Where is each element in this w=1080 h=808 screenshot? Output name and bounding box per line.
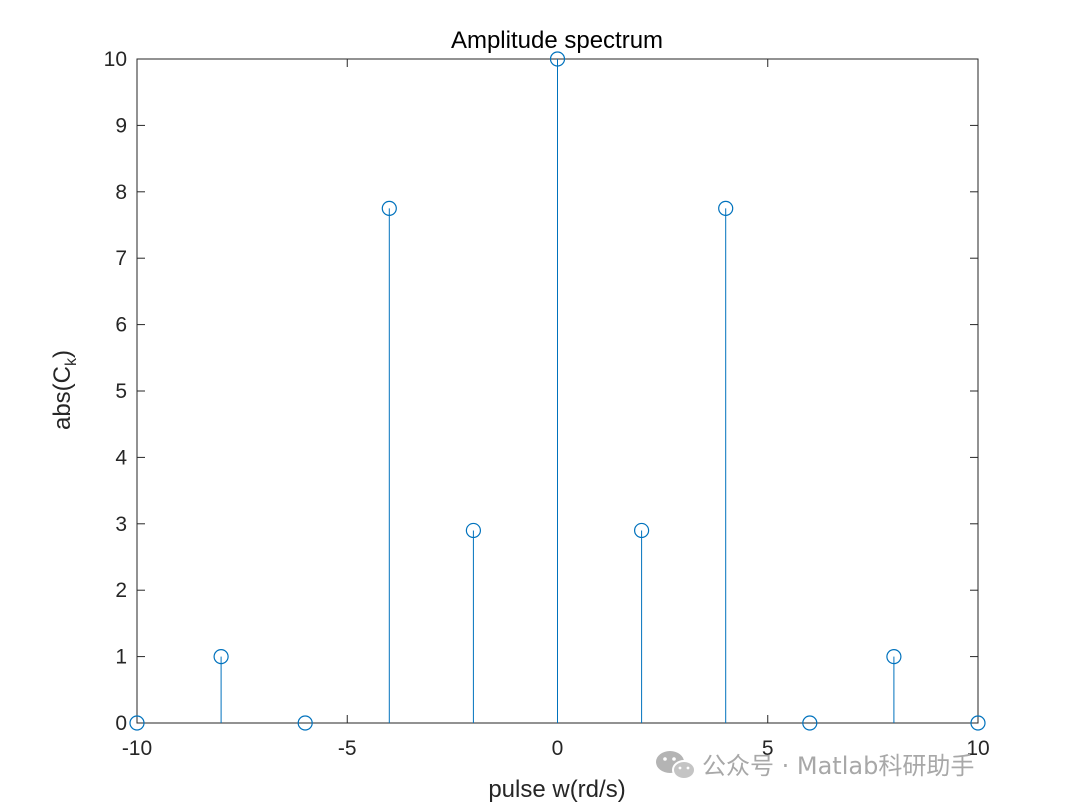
stem-marker <box>718 200 734 216</box>
y-tick-label: 4 <box>115 446 127 469</box>
x-tick-label: 5 <box>762 737 774 760</box>
stem-marker <box>886 648 902 665</box>
y-tick-label: 0 <box>115 712 127 735</box>
x-tick-label: 10 <box>966 737 989 760</box>
stem-marker <box>970 715 986 731</box>
y-tick-label: 6 <box>115 314 127 337</box>
watermark-text: 公众号 · Matlab科研助手 <box>702 752 974 780</box>
x-tick-label: 0 <box>552 737 564 760</box>
stem-marker <box>297 715 313 731</box>
y-axis-label: abs(Ck) <box>49 350 80 430</box>
y-tick-label: 2 <box>115 579 127 602</box>
stem-marker <box>549 51 566 67</box>
plot-area: -10 -5 0 5 10 0 1 2 3 4 5 6 7 8 9 10 <box>104 48 990 760</box>
y-axis-label-close: ) <box>49 350 76 358</box>
y-tick-label: 8 <box>115 181 127 204</box>
x-axis-label: pulse w(rd/s) <box>488 776 625 803</box>
x-tick-label: -10 <box>122 737 152 760</box>
y-tick-label: 3 <box>115 513 127 536</box>
watermark: 公众号 · Matlab科研助手 <box>656 751 974 780</box>
stem-marker <box>129 715 145 731</box>
stem-marker <box>465 522 481 539</box>
y-axis-label-subscript: k <box>63 357 80 366</box>
stem-marker <box>633 522 650 539</box>
stem-marker <box>381 200 397 216</box>
x-tick-label: -5 <box>338 737 357 760</box>
stem-marker <box>802 715 818 731</box>
wechat-icon <box>656 751 696 780</box>
y-axis-label-main: abs(C <box>49 366 76 430</box>
y-tick-label: 9 <box>115 114 127 137</box>
y-tick-label: 5 <box>115 380 127 403</box>
y-tick-label: 1 <box>115 646 127 669</box>
y-tick-label: 10 <box>104 48 127 71</box>
stem-marker <box>213 648 229 665</box>
chart-title: Amplitude spectrum <box>451 27 663 54</box>
y-tick-label: 7 <box>115 247 127 270</box>
